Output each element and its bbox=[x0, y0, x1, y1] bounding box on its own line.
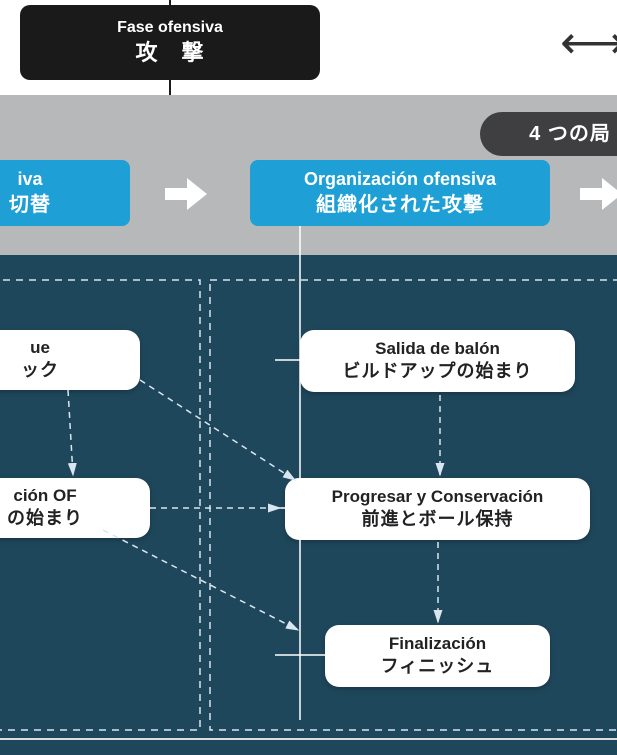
bidir-glyph: ⟷ bbox=[560, 16, 617, 68]
node-white-left2-es: ción OF bbox=[13, 485, 76, 507]
node-white-mid2-es: Progresar y Conservación bbox=[332, 486, 544, 508]
bidirectional-arrow-icon: ⟷ bbox=[560, 15, 617, 69]
node-white-mid3-jp: フィニッシュ bbox=[381, 655, 495, 678]
node-blue-mid-es: Organización ofensiva bbox=[304, 168, 496, 191]
node-white-left1-jp: ック bbox=[21, 359, 59, 382]
node-blue-left-es: iva bbox=[17, 168, 42, 191]
node-white-left1: ue ック bbox=[0, 330, 140, 390]
node-blue-left-jp: 切替 bbox=[9, 192, 51, 218]
node-white-left2-jp: の始まり bbox=[7, 507, 83, 530]
node-blue-mid: Organización ofensiva 組織化された攻撃 bbox=[250, 160, 550, 226]
pill-four: 4 つの局 bbox=[480, 112, 617, 156]
node-blue-left: iva 切替 bbox=[0, 160, 130, 226]
node-top-phase-es: Fase ofensiva bbox=[117, 18, 223, 39]
node-white-mid1: Salida de balón ビルドアップの始まり bbox=[300, 330, 575, 392]
node-white-mid3: Finalización フィニッシュ bbox=[325, 625, 550, 687]
node-white-left1-es: ue bbox=[30, 337, 50, 359]
node-white-mid3-es: Finalización bbox=[389, 633, 486, 655]
diagram-canvas: Fase ofensiva 攻 撃 4 つの局 iva 切替 Organizac… bbox=[0, 0, 617, 743]
pill-four-text: 4 つの局 bbox=[529, 121, 611, 147]
node-white-left2: ción OF の始まり bbox=[0, 478, 150, 538]
node-white-mid1-es: Salida de balón bbox=[375, 338, 500, 360]
node-white-mid2-jp: 前進とボール保持 bbox=[362, 508, 514, 531]
node-blue-mid-jp: 組織化された攻撃 bbox=[316, 192, 484, 218]
node-top-phase-jp: 攻 撃 bbox=[135, 39, 204, 68]
node-white-mid2: Progresar y Conservación 前進とボール保持 bbox=[285, 478, 590, 540]
node-top-phase: Fase ofensiva 攻 撃 bbox=[20, 5, 320, 80]
node-white-mid1-jp: ビルドアップの始まり bbox=[343, 360, 533, 383]
